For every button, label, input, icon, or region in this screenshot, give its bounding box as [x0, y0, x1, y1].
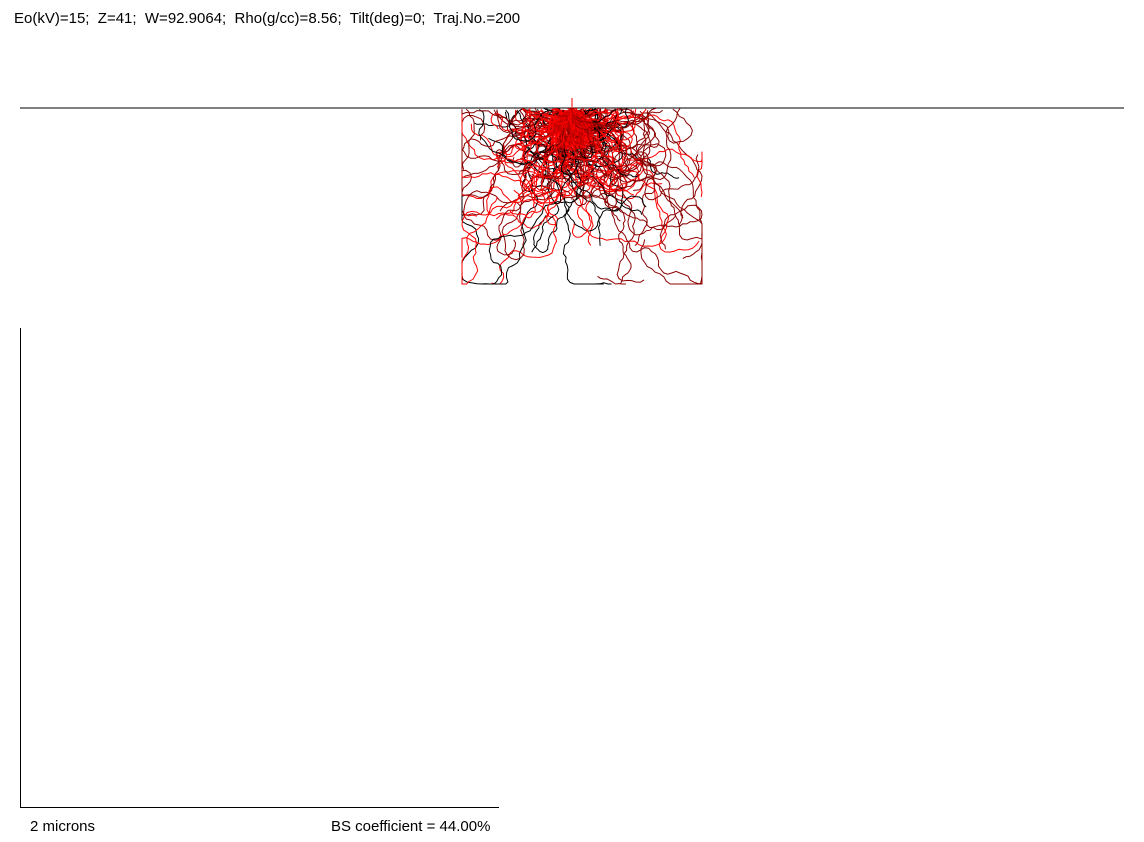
electron-trajectory [571, 107, 637, 124]
trajectory-core [550, 110, 594, 150]
electron-trajectory [571, 107, 703, 285]
electron-trajectory [562, 107, 623, 285]
simulation-parameters: Eo(kV)=15; Z=41; W=92.9064; Rho(g/cc)=8.… [14, 10, 521, 27]
electron-trajectory [522, 107, 573, 134]
electron-trajectory [571, 107, 656, 246]
backscatter-coefficient: BS coefficient = 44.00% [331, 818, 491, 835]
electron-trajectory [461, 107, 573, 161]
electron-trajectory [560, 107, 703, 250]
electron-trajectory [567, 107, 667, 247]
electron-trajectory [461, 107, 574, 258]
electron-trajectory [536, 107, 633, 164]
electron-trajectories [461, 98, 703, 285]
electron-trajectory [571, 107, 703, 197]
electron-trajectory [461, 107, 575, 285]
scale-label: 2 microns [30, 818, 96, 835]
electron-trajectory [461, 107, 573, 285]
